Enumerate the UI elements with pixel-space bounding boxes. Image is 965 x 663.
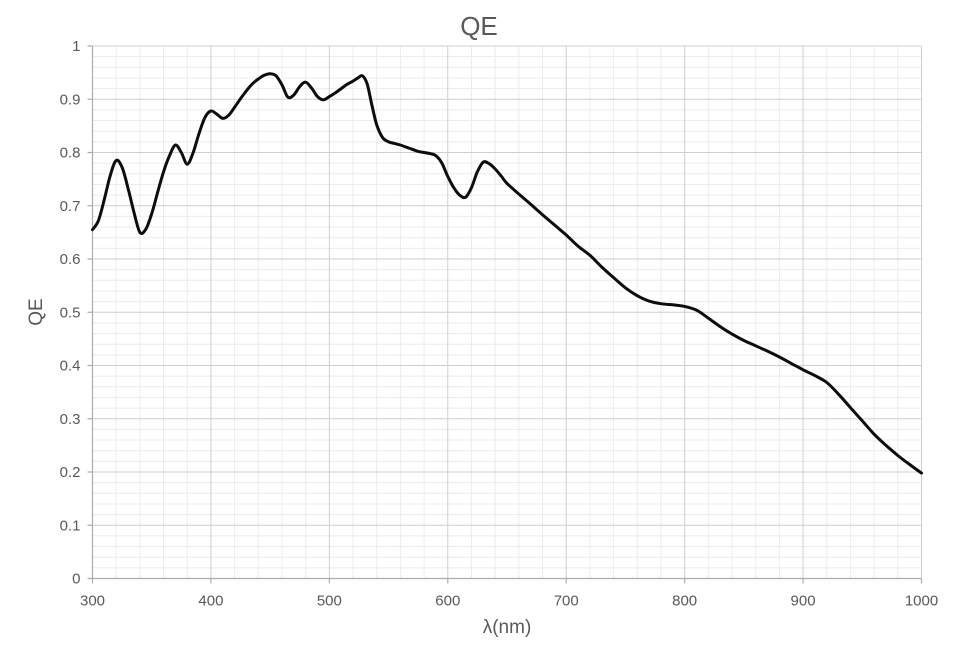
y-tick-label: 1: [72, 38, 80, 55]
y-tick-label: 0.8: [60, 145, 81, 162]
x-tick-label: 1000: [905, 593, 938, 610]
y-tick-label: 0.1: [60, 517, 81, 534]
x-tick-label: 800: [672, 593, 697, 610]
y-tick-label: 0: [72, 571, 80, 588]
y-tick-label: 0.4: [60, 358, 81, 375]
y-tick-label: 0.3: [60, 411, 81, 428]
x-tick-label: 700: [554, 593, 579, 610]
chart-title: QE: [460, 11, 498, 41]
x-tick-label: 500: [317, 593, 342, 610]
x-axis-label: λ(nm): [482, 617, 532, 638]
x-tick-label: 900: [791, 593, 816, 610]
y-tick-label: 0.7: [60, 198, 81, 215]
x-tick-label: 300: [80, 593, 105, 610]
x-tick-label: 400: [198, 593, 223, 610]
qe-curve: [91, 72, 923, 475]
x-tick-label: 600: [435, 593, 460, 610]
y-tick-label: 0.2: [60, 464, 81, 481]
y-tick-label: 0.6: [60, 251, 81, 268]
y-tick-label: 0.9: [60, 91, 81, 108]
y-tick-label: 0.5: [60, 304, 81, 321]
